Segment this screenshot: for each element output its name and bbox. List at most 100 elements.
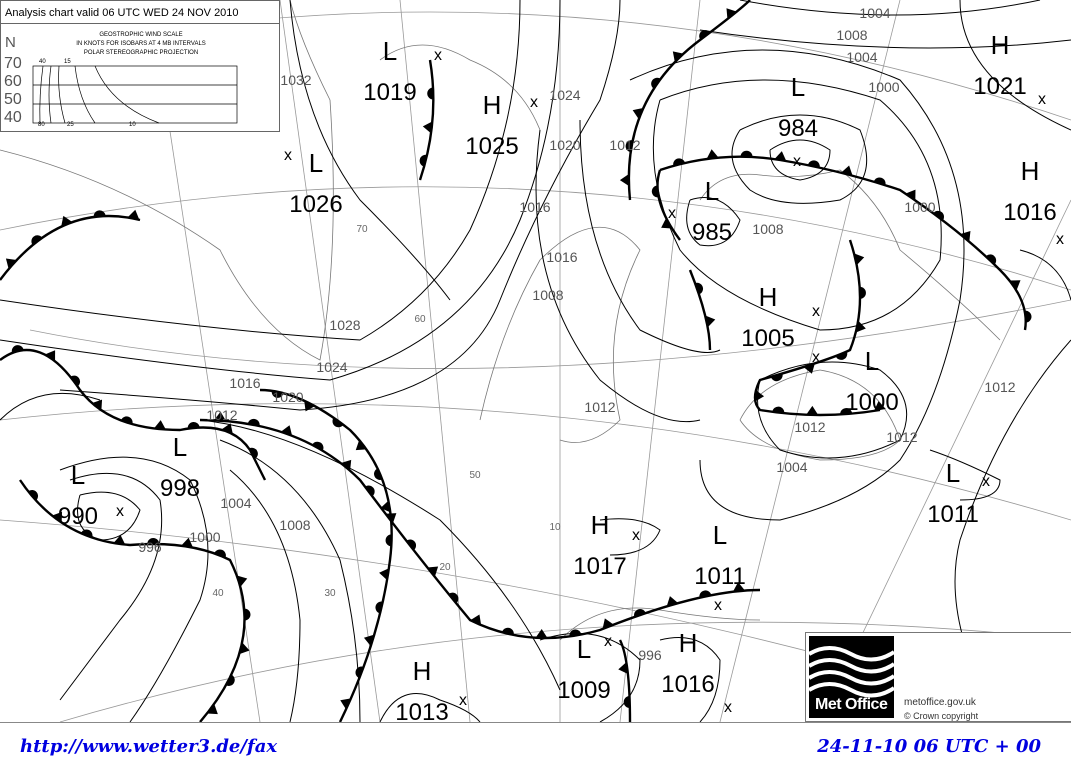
isobar-label: 1004 [859,5,890,21]
front-symbol [841,165,853,176]
isobar-label: 1012 [794,419,825,435]
front-symbol [214,549,226,558]
scale-subtitle: IN KNOTS FOR ISOBARS AT 4 MB INTERVALS [76,41,206,47]
latitude-labels: 70 60 50 40 30 20 10 [212,224,561,599]
isobar-label: 1000 [904,199,935,215]
front-symbol [699,30,710,40]
front-symbol [225,674,235,686]
front-symbol [1024,310,1032,323]
front-symbol [113,534,126,545]
isobar-label: 1008 [279,517,310,533]
front-symbol [619,174,629,187]
front-symbol [602,618,614,629]
isobar-label: 996 [138,539,162,555]
front-symbol [153,420,166,430]
front-symbol [772,406,785,414]
isobars [0,0,1071,722]
front-symbol [380,500,391,513]
pressure-low-letter: L [705,176,719,206]
centre-x-marker: x [724,699,732,716]
pressure-value: 985 [692,219,732,246]
pressure-value: 1016 [1003,199,1056,226]
front-symbol [427,87,434,100]
front-symbol [91,399,103,411]
isobar-value-labels: 1032102810241020101610121008100410009961… [138,5,1015,663]
front-symbol [31,235,43,245]
centre-x-marker: x [668,205,676,222]
centre-x-marker: x [530,94,538,111]
centre-x-marker: x [459,692,467,709]
latitude-label: 30 [324,588,336,599]
isobar-label: 996 [638,647,662,663]
front-symbol [1009,280,1021,291]
speed-15: 15 [64,59,71,65]
pressure-high-letter: H [413,656,432,686]
front-symbol [5,258,17,269]
front-symbol [905,189,916,201]
isobar-label: 1012 [584,399,615,415]
front-symbol [985,254,997,265]
front-symbol [661,218,672,229]
isobar-label: 1008 [752,221,783,237]
front-symbol [419,154,428,167]
isobar-label: 1020 [549,137,580,153]
front-symbol [625,140,633,153]
front-symbol [244,608,251,621]
isobar-label: 1012 [886,429,917,445]
front-symbol [355,666,364,679]
met-office-logo-box: Met Office metoffice.gov.uk © Crown copy… [805,632,1071,722]
front-symbol [770,373,783,382]
front-symbol [181,537,194,548]
front-symbol [304,400,315,412]
coastlines [0,0,1001,641]
front-symbol [807,160,820,168]
front-symbol [406,539,417,551]
waves-icon [809,646,894,698]
front-symbol [70,375,81,387]
front-symbol [28,489,38,501]
front-symbol [840,408,853,415]
front-symbol [632,108,644,120]
pressure-value: 1009 [557,677,610,704]
latitude-label: 60 [414,314,426,325]
front-symbol [332,417,344,428]
centre-x-marker: x [982,473,990,490]
front-symbol [249,447,258,460]
front-symbol [93,210,106,217]
front-symbol [379,568,389,581]
front-symbol [873,177,886,186]
pressure-value: 1016 [661,671,714,698]
front-symbol [933,210,945,221]
site-link[interactable]: metoffice.gov.uk [904,697,976,708]
centre-x-marker: x [604,633,612,650]
lat-60: 60 [4,73,22,90]
pressure-value: 998 [160,475,200,502]
front-symbol [363,634,375,647]
centre-x-marker: x [116,503,124,520]
front-symbol [247,418,260,427]
front-symbol [365,485,375,497]
met-office-logo: Met Office [809,636,894,718]
front-symbol [427,566,439,577]
front-symbol [835,351,848,360]
pressure-low-letter: L [71,460,85,490]
centre-x-marker: x [284,147,292,164]
pressure-value: 1011 [927,501,979,528]
centre-x-marker: x [812,303,820,320]
front-symbol [673,158,686,166]
lat-50: 50 [4,91,22,108]
pressure-value: 1013 [395,699,448,723]
isobar-label: 1012 [609,137,640,153]
front-symbol [340,698,351,710]
front-symbol [271,390,284,398]
isobar-label: 1008 [532,287,563,303]
front-symbols [5,8,1032,715]
latitude-label: 50 [469,470,481,481]
front-symbol [470,614,482,626]
pressure-low-letter: L [865,346,879,376]
pressure-low-letter: L [173,432,187,462]
isobar-label: 1008 [836,27,867,43]
valid-time: 24-11-10 06 UTC + 00 [817,736,1041,757]
pressure-value: 1021 [973,73,1026,100]
source-url[interactable]: http://www.wetter3.de/fax [20,736,278,757]
